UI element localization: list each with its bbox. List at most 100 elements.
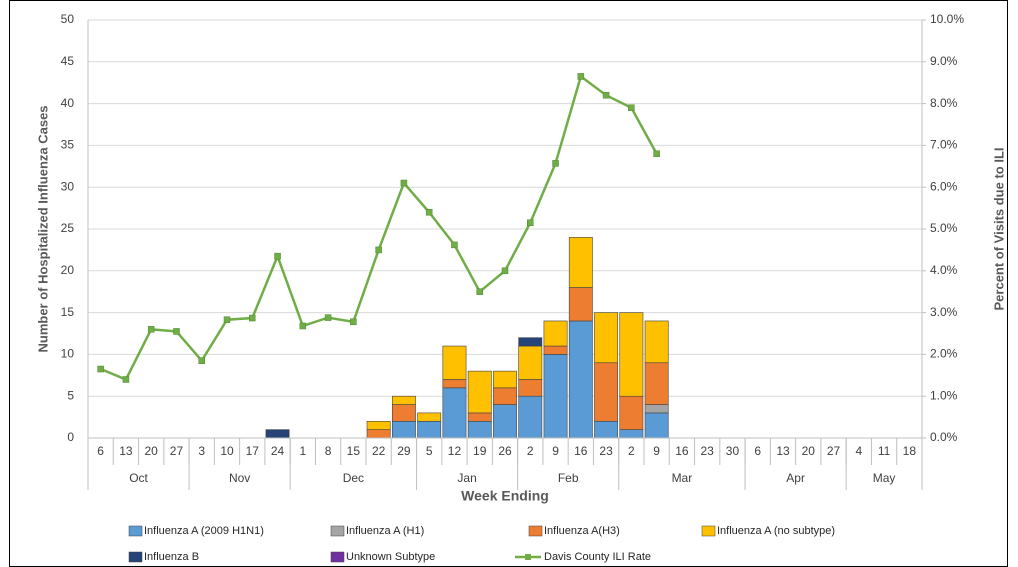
month-label: Mar: [672, 471, 693, 485]
y2-tick-label: 7.0%: [930, 138, 958, 152]
bar-segment: [644, 404, 669, 414]
ili-marker: [173, 328, 180, 335]
ili-marker: [324, 314, 332, 321]
y-tick-label: 25: [61, 221, 75, 235]
x-tick-label: 17: [246, 444, 260, 458]
ili-marker: [97, 365, 104, 373]
bar-segment: [518, 345, 543, 380]
legend-label: Davis County ILI Rate: [544, 551, 651, 563]
legend-swatch: [330, 551, 345, 563]
legend-label: Influenza A (H1): [346, 525, 424, 537]
legend-swatch: [128, 551, 143, 563]
bar-segment: [644, 412, 669, 439]
bar-segment: [391, 404, 416, 422]
x-tick-label: 19: [473, 444, 487, 458]
bar-segment: [568, 237, 593, 288]
x-tick-label: 9: [552, 444, 559, 458]
y2-tick-label: 1.0%: [930, 388, 958, 402]
y2-tick-label: 2.0%: [930, 347, 958, 361]
x-tick-label: 6: [97, 444, 104, 458]
ili-marker: [476, 288, 483, 295]
month-label: Feb: [558, 471, 579, 485]
ili-marker: [274, 252, 281, 260]
bar-segment: [493, 387, 517, 405]
bar-segment: [619, 429, 644, 439]
ili-marker: [122, 376, 130, 383]
bar-segment: [644, 320, 669, 364]
y2-axis-title: Percent of Visits due to ILI: [991, 147, 1006, 310]
bar-segment: [543, 354, 568, 439]
x-tick-label: 20: [145, 444, 159, 458]
bar-segment: [442, 379, 467, 389]
x-tick-label: 23: [599, 444, 613, 458]
bar-segment: [391, 420, 416, 439]
x-tick-label: 22: [372, 444, 386, 458]
ili-marker: [451, 241, 458, 249]
month-label: Nov: [229, 471, 250, 485]
bar-segment: [568, 287, 593, 322]
legend-label: Influenza B: [144, 551, 199, 563]
legend-swatch: [528, 525, 543, 537]
y2-tick-label: 8.0%: [930, 96, 958, 110]
x-tick-label: 20: [802, 444, 816, 458]
ili-marker: [552, 160, 559, 167]
y-tick-label: 20: [61, 263, 75, 277]
x-tick-label: 27: [827, 444, 841, 458]
legend-label: Influenza A (no subtype): [717, 525, 835, 537]
x-tick-label: 30: [726, 444, 740, 458]
ili-marker: [350, 318, 357, 326]
ili-marker: [198, 357, 205, 364]
x-tick-label: 9: [653, 444, 660, 458]
ili-marker: [653, 150, 660, 158]
x-tick-label: 2: [628, 444, 635, 458]
y2-tick-label: 6.0%: [930, 179, 958, 193]
y-tick-label: 0: [67, 430, 74, 444]
y2-tick-label: 3.0%: [930, 305, 958, 319]
y2-tick-label: 9.0%: [930, 54, 958, 68]
x-tick-label: 16: [574, 444, 588, 458]
month-label: Oct: [129, 471, 148, 485]
month-label: Dec: [343, 471, 364, 485]
bar-segment: [493, 370, 517, 389]
x-tick-label: 6: [754, 444, 761, 458]
bar-segment: [518, 395, 543, 439]
y-tick-label: 40: [61, 96, 75, 110]
ili-marker: [147, 326, 155, 333]
x-tick-label: 18: [903, 444, 917, 458]
legend-label: Unknown Subtype: [346, 551, 435, 563]
bar-segment: [543, 320, 568, 347]
bar-segment: [518, 379, 543, 397]
y2-tick-label: 4.0%: [930, 263, 958, 277]
x-tick-label: 24: [271, 444, 285, 458]
x-tick-label: 23: [701, 444, 715, 458]
x-tick-label: 13: [776, 444, 790, 458]
ili-marker: [501, 267, 509, 275]
x-tick-label: 10: [220, 444, 234, 458]
x-tick-label: 4: [855, 444, 862, 458]
legend-swatch: [330, 525, 345, 537]
bar-segment: [442, 387, 467, 439]
x-tick-label: 11: [878, 444, 891, 458]
x-tick-label: 27: [170, 444, 184, 458]
month-label: Jan: [457, 471, 476, 485]
bar-segment: [265, 429, 290, 439]
bar-segment: [619, 312, 644, 397]
frame: [9, 0, 1008, 567]
ili-marker: [400, 179, 408, 187]
bar-segment: [594, 312, 619, 364]
x-tick-label: 26: [498, 444, 512, 458]
x-tick-label: 15: [347, 444, 361, 458]
x-tick-label: 16: [675, 444, 689, 458]
legend-label: Influenza A (2009 H1N1): [144, 525, 264, 537]
bar-segment: [619, 395, 644, 430]
ili-marker: [527, 219, 534, 226]
bar-segment: [644, 362, 669, 405]
bar-segment: [417, 420, 442, 439]
ili-marker: [628, 104, 635, 112]
x-tick-label: 29: [397, 444, 411, 458]
ili-marker: [425, 209, 433, 216]
y-tick-label: 35: [61, 138, 75, 152]
bar-segment: [568, 320, 593, 439]
month-label: May: [873, 471, 896, 485]
y-tick-label: 5: [67, 388, 74, 402]
